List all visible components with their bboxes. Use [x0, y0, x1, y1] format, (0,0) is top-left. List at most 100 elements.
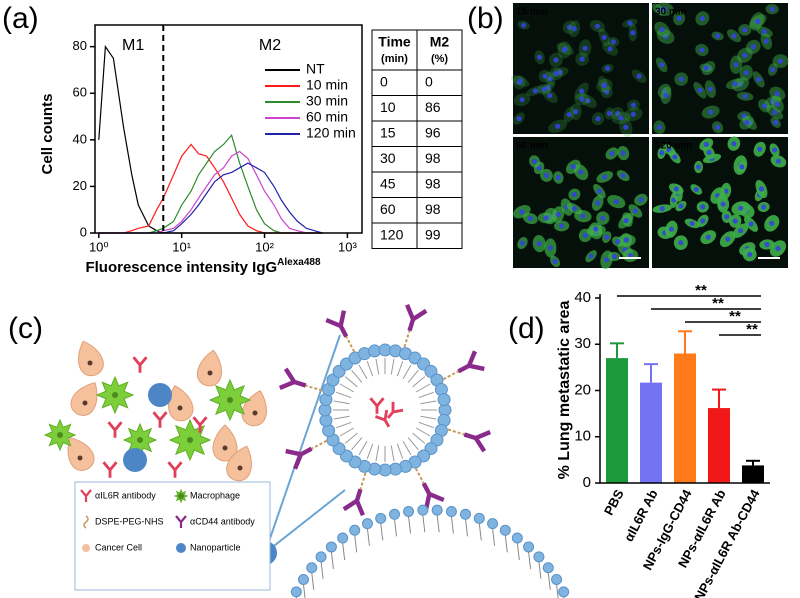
- antibody-shape: [192, 416, 208, 433]
- nucleus: [748, 221, 754, 227]
- antibody: [342, 488, 365, 517]
- membrane-head: [523, 541, 535, 553]
- nucleus: [627, 252, 633, 259]
- antibody-shape: [132, 356, 148, 373]
- nucleus: [661, 6, 668, 12]
- y-axis-label: % Lung metastatic area: [556, 301, 573, 480]
- legend-icon: [82, 544, 90, 552]
- x-tick-label: 10⁰: [89, 239, 109, 254]
- legend-label: 120 min: [306, 125, 356, 141]
- nucleus: [668, 226, 674, 232]
- nucleus: [516, 115, 522, 122]
- nucleus: [595, 200, 601, 206]
- antibody-shape: [405, 303, 428, 332]
- nucleus: [555, 211, 561, 218]
- nucleus: [601, 83, 607, 89]
- y-tick-label: 40: [73, 131, 87, 146]
- significance-label: **: [746, 321, 758, 338]
- nucleus: [547, 76, 553, 82]
- x-tick-label: 10²: [255, 239, 274, 254]
- antibody: [107, 421, 123, 438]
- nucleus: [699, 15, 705, 22]
- legend-label: 30 min: [306, 93, 348, 109]
- lipid-tail: [390, 445, 395, 462]
- nucleus: [689, 220, 695, 227]
- lipid-tail: [358, 440, 368, 456]
- lipid-tail: [335, 421, 352, 429]
- legend-label: Nanoparticle: [190, 542, 241, 552]
- membrane-tail: [528, 551, 532, 570]
- nucleus: [720, 201, 726, 207]
- membrane-tail: [311, 572, 315, 590]
- nucleus: [743, 70, 749, 76]
- nucleus: [594, 23, 601, 29]
- cancer-cell: [70, 382, 98, 416]
- nucleus: [659, 26, 665, 33]
- zoom-line: [264, 334, 341, 554]
- nucleus: [571, 191, 577, 198]
- nucleus: [715, 33, 721, 39]
- nucleus: [595, 116, 601, 122]
- macrophage-core: [187, 437, 193, 443]
- membrane-head: [499, 524, 511, 536]
- x-label-text: Fluorescence intensity IgG: [85, 259, 277, 276]
- nucleus: [638, 197, 644, 203]
- nucleus: [610, 39, 616, 45]
- nucleus: [604, 234, 610, 240]
- antibody-shape: [457, 350, 485, 374]
- lipid-tail: [375, 445, 380, 462]
- nucleus: [732, 81, 738, 87]
- table-cell: 96: [425, 124, 441, 140]
- legend-label: NT: [306, 61, 325, 77]
- lipid-tail: [335, 391, 352, 399]
- lipid-tail: [418, 391, 435, 399]
- antibody: [278, 367, 307, 390]
- x-axis-label: Fluorescence intensity IgGAlexa488: [85, 257, 321, 276]
- antibody: [80, 489, 92, 502]
- nucleus: [519, 209, 525, 215]
- nucleus: [630, 111, 636, 117]
- nucleus: [573, 109, 579, 115]
- nucleus: [555, 174, 561, 181]
- lipid-tail: [415, 383, 431, 393]
- lipid-tail: [351, 437, 363, 451]
- nucleus: [623, 237, 629, 243]
- antibody-shape: [107, 421, 123, 438]
- legend-label: 10 min: [306, 77, 348, 93]
- nucleus: [609, 150, 615, 157]
- antibody-shape: [342, 488, 365, 517]
- membrane-tail: [450, 516, 454, 534]
- lipid-tail: [390, 358, 395, 375]
- bar: [674, 353, 696, 483]
- y-tick-label: 20: [574, 381, 591, 398]
- table-cell: 99: [425, 226, 441, 242]
- y-tick-label: 0: [583, 474, 591, 491]
- nucleus: [571, 206, 578, 212]
- nucleus: [555, 123, 561, 129]
- nucleus: [579, 88, 585, 94]
- nucleus: [739, 164, 745, 170]
- antibody-shape: [175, 515, 187, 528]
- nucleus: [774, 91, 780, 97]
- nucleus: [541, 86, 547, 92]
- nucleus: [656, 124, 663, 130]
- nucleus: [741, 113, 747, 119]
- nucleus: [700, 204, 706, 210]
- column-unit: (%): [431, 53, 448, 65]
- nucleus: [757, 146, 763, 152]
- legend-label: DSPE-PEG-NHS: [95, 516, 164, 526]
- nucleus: [662, 33, 669, 39]
- nucleus: [761, 204, 767, 210]
- lipid-tail: [420, 415, 437, 420]
- lipid-tail: [407, 369, 419, 383]
- macrophage-core: [137, 437, 143, 443]
- table-cell: 0: [380, 73, 388, 89]
- membrane-tail: [330, 551, 334, 570]
- membrane-tail: [422, 515, 426, 533]
- nucleus: [672, 154, 678, 160]
- table-cell: 10: [380, 99, 396, 115]
- membrane-tail: [354, 535, 358, 553]
- nucleus: [552, 258, 558, 264]
- nucleus: [699, 47, 705, 53]
- histogram-line: [98, 133, 323, 234]
